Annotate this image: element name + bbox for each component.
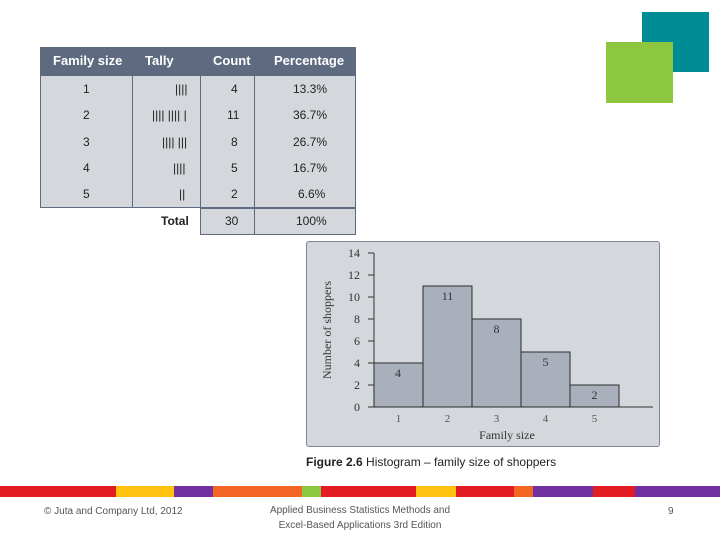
- x-tick-label: 2: [445, 413, 451, 425]
- table-cell: 36.7%: [293, 108, 328, 122]
- table-cell: 26.7%: [293, 135, 328, 149]
- table-cell: 6.6%: [298, 187, 326, 201]
- table-cell: 8: [231, 135, 238, 149]
- strip-segment: [635, 486, 720, 497]
- histogram-figure: 0 2 4 6 8 10 12 14 4 1 11 2 8 3 5 4 2 5 Family size Number …: [306, 241, 660, 447]
- book-title: Applied Business Statistics Methods and …: [255, 503, 465, 533]
- x-tick-label: 5: [592, 413, 598, 425]
- strip-segment: [302, 486, 321, 497]
- table-header-row: [40, 47, 356, 75]
- header-family-size: Family size: [53, 53, 123, 68]
- table-cell: 4: [83, 161, 90, 175]
- y-tick-label: 0: [354, 400, 360, 414]
- figure-caption-text: Histogram – family size of shoppers: [366, 455, 557, 469]
- strip-segment: [456, 486, 514, 497]
- table-cell: ||||: [173, 161, 186, 175]
- y-tick-label: 8: [354, 312, 360, 326]
- total-count: 30: [225, 214, 239, 228]
- book-title-line: Excel-Based Applications 3rd Edition: [255, 518, 465, 533]
- color-strip: [0, 486, 720, 497]
- green-corner-square: [606, 42, 673, 103]
- table-cell: 2: [83, 108, 90, 122]
- x-tick-label: 4: [543, 413, 549, 425]
- figure-caption: Figure 2.6 Histogram – family size of sh…: [306, 455, 556, 469]
- data-label: 11: [442, 289, 454, 303]
- table-cell: 4: [231, 82, 238, 96]
- table-total-row: [200, 208, 356, 235]
- table-cell: 16.7%: [293, 161, 328, 175]
- table-cell: |||| |||| |: [152, 108, 187, 122]
- x-axis-label: Family size: [479, 428, 535, 442]
- table-body: [40, 75, 356, 208]
- table-cell: 13.3%: [293, 82, 328, 96]
- strip-segment: [533, 486, 593, 497]
- strip-segment: [174, 486, 213, 497]
- y-tick-label: 2: [354, 378, 360, 392]
- table-cell: 5: [83, 187, 90, 201]
- y-tick-label: 10: [348, 290, 360, 304]
- strip-segment: [213, 486, 302, 497]
- table-cell: 2: [231, 187, 238, 201]
- table-cell: 11: [227, 108, 240, 122]
- histogram-bar: [569, 384, 620, 408]
- strip-segment: [321, 486, 416, 497]
- x-tick-label: 1: [396, 413, 402, 425]
- header-count: Count: [213, 53, 251, 68]
- strip-segment: [593, 486, 635, 497]
- x-tick-label: 3: [494, 413, 500, 425]
- data-label: 4: [395, 366, 401, 380]
- header-percentage: Percentage: [274, 53, 345, 68]
- book-title-line-2: Excel-Based Applications 3rd Edition: [278, 520, 442, 531]
- y-tick-label: 6: [354, 334, 360, 348]
- table-divider: [200, 47, 201, 235]
- strip-segment: [0, 486, 116, 497]
- figure-label: Figure 2.6: [306, 455, 363, 469]
- table-cell: |||| |||: [162, 135, 188, 149]
- strip-segment: [116, 486, 174, 497]
- histogram-bar: [422, 285, 473, 408]
- copyright-text: © Juta and Company Ltd, 2012: [44, 506, 183, 517]
- page-number: 9: [668, 506, 674, 517]
- book-title-line: Applied Business Statistics Methods and: [269, 505, 451, 516]
- strip-segment: [416, 486, 456, 497]
- frequency-table: Family size Tally Count Percentage 1 |||…: [40, 47, 356, 235]
- table-cell: 3: [83, 135, 90, 149]
- histogram-bar: [520, 351, 571, 408]
- table-cell: 1: [83, 82, 90, 96]
- table-cell: ||: [179, 187, 186, 201]
- y-tick-label: 12: [348, 268, 360, 282]
- strip-segment: [514, 486, 533, 497]
- y-axis-label: Number of shoppers: [320, 281, 334, 379]
- data-label: 2: [592, 388, 598, 402]
- table-divider: [254, 47, 255, 235]
- histogram-bar: [471, 318, 522, 408]
- y-tick-label: 14: [348, 246, 360, 260]
- table-cell: 5: [231, 161, 238, 175]
- total-label: Total: [161, 214, 189, 228]
- total-percentage: 100%: [296, 214, 327, 228]
- table-cell: ||||: [175, 82, 188, 96]
- histogram-bar: [373, 362, 424, 408]
- data-label: 5: [543, 355, 549, 369]
- header-tally: Tally: [145, 53, 174, 68]
- data-label: 8: [494, 322, 500, 336]
- y-tick-label: 4: [354, 356, 360, 370]
- table-divider: [132, 47, 133, 208]
